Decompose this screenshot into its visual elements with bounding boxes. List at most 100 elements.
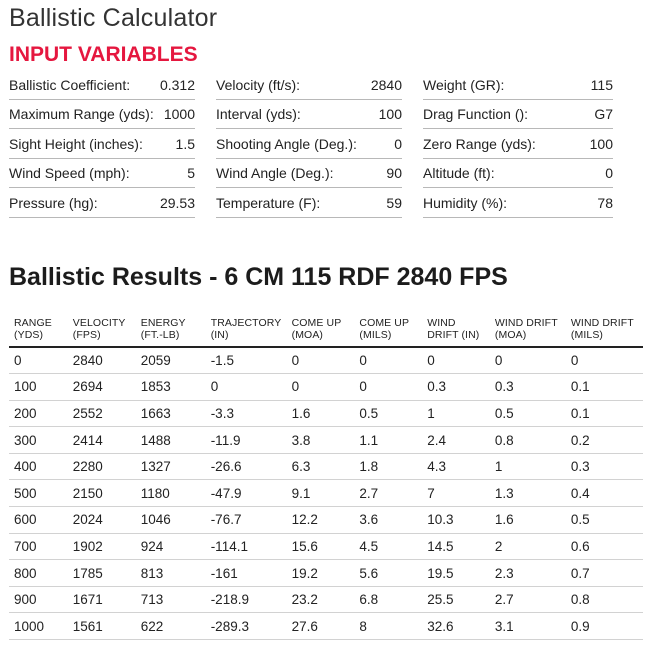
table-cell: 0.6 — [565, 533, 643, 561]
table-cell: 1.1 — [354, 426, 423, 454]
column-header-line: (FT.-LB) — [140, 329, 180, 341]
velocity-field: Velocity (ft/s): 2840 — [216, 70, 402, 100]
table-row: 700 1902 924 -114.1 15.6 4.5 14.5 2 0.6 — [9, 533, 643, 561]
table-cell: 0 — [9, 347, 68, 375]
field-value: 0.312 — [159, 76, 195, 93]
column-header-line: ENERGY — [140, 317, 186, 329]
table-cell: 0.5 — [489, 400, 566, 428]
table-cell: 2840 — [67, 347, 136, 375]
input-row: Ballistic Coefficient: 0.312 Velocity (f… — [9, 70, 613, 100]
field-value: 1.5 — [175, 135, 195, 152]
table-cell: 0.8 — [565, 586, 643, 614]
table-cell: 0.7 — [565, 559, 643, 587]
table-cell: 3.1 — [489, 612, 566, 641]
table-cell: 9.1 — [286, 479, 355, 508]
column-header-line: TRAJECTORY — [210, 317, 282, 329]
column-header: TRAJECTORY (IN) — [205, 314, 287, 348]
table-cell: 4.3 — [422, 453, 490, 481]
table-row: 200 2552 1663 -3.3 1.6 0.5 1 0.5 0.1 — [9, 400, 643, 428]
temperature-field: Temperature (F): 59 — [216, 188, 402, 218]
table-cell: 2 — [489, 533, 566, 561]
table-cell: 2552 — [67, 400, 136, 428]
column-header: WIND DRIFT (MOA) — [489, 314, 566, 348]
table-header-row: RANGE (YDS) VELOCITY (FPS) ENERGY (FT.-LB) TRA… — [9, 314, 643, 348]
table-cell: 1853 — [135, 373, 206, 401]
table-cell: -47.9 — [205, 479, 287, 508]
field-value: 100 — [589, 135, 613, 152]
column-header-line: VELOCITY — [72, 317, 126, 329]
table-cell: 0 — [422, 347, 490, 375]
table-cell: 0.3 — [422, 373, 490, 401]
table-row: 1000 1561 622 -289.3 27.6 8 32.6 3.1 0.9 — [9, 612, 643, 641]
table-cell: 2280 — [67, 453, 136, 481]
table-cell: 0.9 — [565, 612, 643, 641]
field-label: Wind Angle (Deg.): — [216, 165, 334, 182]
field-label: Maximum Range (yds): — [9, 106, 154, 123]
pressure-field: Pressure (hg): 29.53 — [9, 188, 195, 218]
table-cell: 900 — [9, 586, 68, 614]
table-cell: 15.6 — [286, 533, 355, 561]
field-label: Drag Function (): — [423, 106, 529, 123]
table-cell: 1561 — [67, 612, 136, 641]
ballistic-results-table: RANGE (YDS) VELOCITY (FPS) ENERGY (FT.-LB) TRA… — [9, 314, 643, 641]
table-cell: 1180 — [135, 479, 206, 508]
table-cell: 400 — [9, 453, 68, 481]
table-cell: 12.2 — [286, 506, 355, 534]
table-cell: 800 — [9, 559, 68, 587]
column-header-line: (IN) — [210, 329, 229, 341]
column-header-line: WIND — [427, 317, 456, 329]
altitude-field: Altitude (ft): 0 — [423, 159, 613, 188]
field-label: Zero Range (yds): — [423, 135, 536, 152]
column-header-line: (MILS) — [359, 329, 392, 341]
table-cell: 1327 — [135, 453, 206, 481]
field-value: 100 — [378, 106, 402, 123]
table-cell: 2150 — [67, 479, 136, 508]
table-cell: 2.4 — [422, 426, 490, 454]
column-header-line: (FPS) — [72, 329, 101, 341]
ballistic-coefficient-field: Ballistic Coefficient: 0.312 — [9, 70, 195, 100]
table-row: 400 2280 1327 -26.6 6.3 1.8 4.3 1 0.3 — [9, 453, 643, 481]
table-cell: 1785 — [67, 559, 136, 587]
page-title: Ballistic Calculator — [9, 4, 218, 32]
table-cell: 500 — [9, 479, 68, 508]
column-header-line: RANGE — [14, 317, 52, 329]
zero-range-field: Zero Range (yds): 100 — [423, 129, 613, 159]
weight-field: Weight (GR): 115 — [423, 70, 613, 100]
field-value: 78 — [597, 194, 613, 211]
column-header: COME UP (MILS) — [354, 314, 423, 348]
table-row: 0 2840 2059 -1.5 0 0 0 0 0 — [9, 347, 643, 375]
table-cell: 1046 — [135, 506, 206, 534]
table-cell: -114.1 — [205, 533, 287, 561]
table-cell: -218.9 — [205, 586, 287, 614]
input-variables-grid: Ballistic Coefficient: 0.312 Velocity (f… — [9, 70, 613, 218]
table-cell: 14.5 — [422, 533, 490, 561]
field-label: Ballistic Coefficient: — [9, 76, 131, 93]
table-cell: 0.4 — [565, 479, 643, 508]
table-cell: 1 — [489, 453, 566, 481]
column-header-line: COME UP — [359, 317, 410, 329]
table-cell: 0 — [489, 347, 566, 375]
table-cell: -289.3 — [205, 612, 287, 641]
table-cell: 3.6 — [354, 506, 423, 534]
column-header: COME UP (MOA) — [286, 314, 355, 348]
table-cell: 813 — [135, 559, 206, 587]
drag-function-field: Drag Function (): G7 — [423, 100, 613, 129]
column-header-line: WIND DRIFT — [570, 317, 634, 329]
column-header: WIND DRIFT (IN) — [422, 314, 490, 348]
field-label: Humidity (%): — [423, 194, 508, 211]
table-cell: 6.8 — [354, 586, 423, 614]
table-cell: 622 — [135, 612, 206, 641]
field-label: Wind Speed (mph): — [9, 165, 130, 182]
input-row: Sight Height (inches): 1.5 Shooting Angl… — [9, 129, 613, 159]
field-label: Weight (GR): — [423, 76, 505, 93]
table-cell: 100 — [9, 373, 68, 401]
table-cell: 1.8 — [354, 453, 423, 481]
field-value: 90 — [386, 165, 402, 182]
field-label: Pressure (hg): — [9, 194, 98, 211]
table-cell: 2059 — [135, 347, 206, 375]
table-row: 500 2150 1180 -47.9 9.1 2.7 7 1.3 0.4 — [9, 479, 643, 508]
table-cell: 0 — [565, 347, 643, 375]
table-cell: 2414 — [67, 426, 136, 454]
interval-field: Interval (yds): 100 — [216, 100, 402, 129]
column-header-line: WIND DRIFT — [494, 317, 558, 329]
